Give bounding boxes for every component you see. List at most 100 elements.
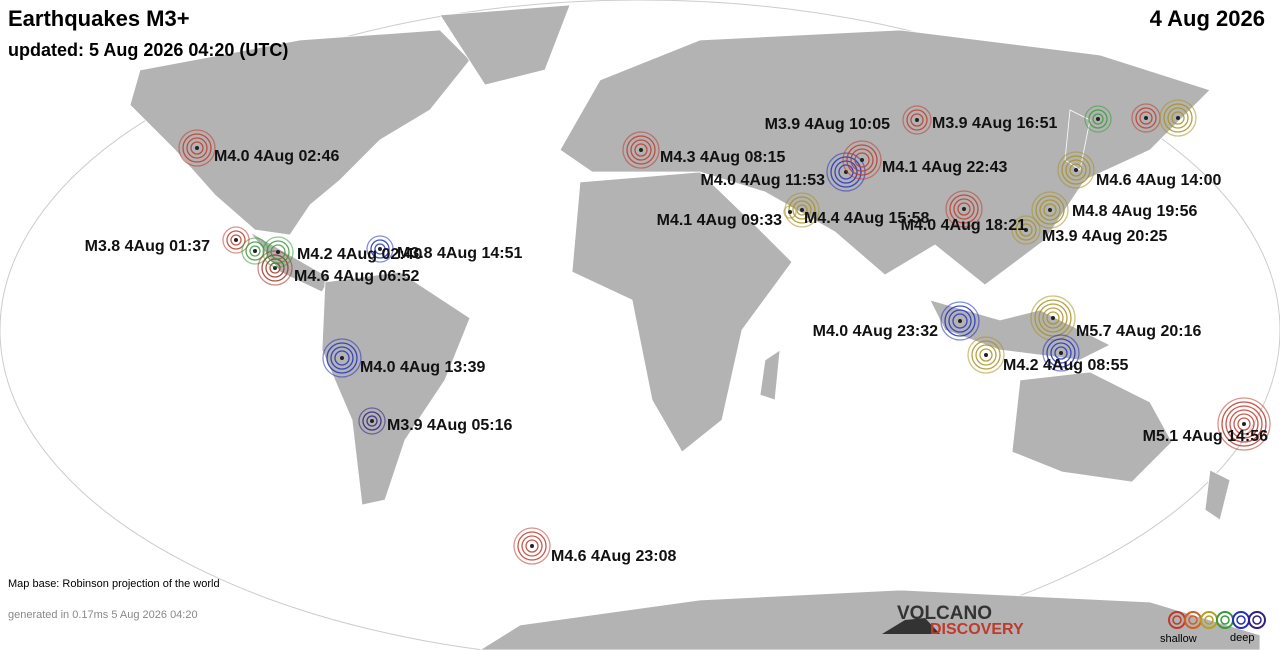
legend-label: deep [1230,632,1254,644]
legend-ring [1172,615,1182,625]
marker-ring [1042,334,1080,372]
marker-ring [261,254,289,282]
marker-ring [826,152,866,192]
marker-ring [1139,111,1153,125]
marker-ring [850,148,874,172]
marker-ring [945,190,983,228]
marker-dot [1074,168,1078,172]
legend-ring [1248,611,1266,629]
marker-ring [1031,191,1069,229]
marker-ring [517,531,547,561]
quake-label: M4.0 4Aug 23:32 [813,323,938,340]
marker-dot [1059,351,1063,355]
logo-text: DISCOVERY [930,621,1024,638]
marker-dot [195,146,199,150]
marker-ring [1054,346,1068,360]
marker-ring [1163,103,1193,133]
marker-ring [270,244,286,260]
legend-ring [1204,615,1214,625]
marker-ring [1011,215,1041,245]
quake-label: M3.9 4Aug 05:16 [387,417,512,434]
marker-ring [948,309,972,333]
marker-ring [910,113,924,127]
marker-ring [1034,299,1072,337]
quake-label: M4.0 4Aug 13:39 [360,359,485,376]
marker-ring [626,135,656,165]
marker-ring [1084,105,1112,133]
marker-dot [962,207,966,211]
marker-dot [370,419,374,423]
marker-ring [906,109,928,131]
marker-ring [975,344,997,366]
quake-label: M4.6 4Aug 06:52 [294,268,419,285]
marker-dot [800,208,804,212]
marker-ring [1050,342,1072,364]
marker-ring [967,336,1005,374]
marker-ring [634,143,648,157]
marker-dot [276,250,280,254]
marker-ring [1038,303,1068,333]
marker-dot [984,353,988,357]
marker-ring [1019,223,1033,237]
marker-ring [525,539,539,553]
quake-label: M5.1 4Aug 14:56 [1143,428,1268,445]
quake-label: M3.8 4Aug 01:37 [85,238,210,255]
marker-ring [792,200,812,220]
marker-dot [234,238,238,242]
marker-ring [178,129,216,167]
marker-dot [1048,208,1052,212]
marker-dot [1176,116,1180,120]
legend-ring [1220,615,1230,625]
marker-dot [378,247,382,251]
quake-label: M3.9 4Aug 16:51 [932,115,1057,132]
marker-ring [370,239,390,259]
updated: updated: 5 Aug 2026 04:20 (UTC) [8,40,288,60]
quake-label: M4.8 4Aug 19:56 [1072,203,1197,220]
marker-ring [366,415,378,427]
quake-label: M4.4 4Aug 15:58 [804,210,929,227]
marker-ring [953,198,975,220]
marker-ring [971,340,1001,370]
marker-ring [842,140,882,180]
quake-label: M4.1 4Aug 22:43 [882,159,1007,176]
quake-label: M4.2 4Aug 02:40 [297,246,422,263]
marker-dot [788,210,792,214]
quake-label: M4.3 4Aug 08:15 [660,149,785,166]
marker-ring [1046,338,1076,368]
marker-dot [915,118,919,122]
marker-ring [944,305,976,337]
marker-ring [1043,203,1057,217]
marker-ring [374,243,386,255]
marker-ring [182,133,212,163]
marker-ring [262,236,294,268]
marker-ring [940,301,980,341]
title: Earthquakes M3+ [8,6,190,31]
map-base: Map base: Robinson projection of the wor… [8,578,220,590]
marker-dot [340,356,344,360]
marker-ring [796,204,808,216]
quake-label: M3.9 4Aug 20:25 [1042,228,1167,245]
marker-ring [1159,99,1197,137]
marker-ring [249,245,261,257]
marker-ring [846,144,878,176]
marker-ring [330,346,354,370]
marker-ring [266,240,290,264]
marker-ring [334,350,350,366]
marker-ring [1237,417,1251,431]
marker-ring [521,535,543,557]
marker-ring [1233,413,1255,435]
marker-ring [854,152,870,168]
quake-label: M4.1 4Aug 09:33 [657,212,782,229]
marker-ring [1061,155,1091,185]
marker-ring [366,235,394,263]
marker-ring [1069,163,1083,177]
marker-ring [1015,219,1037,241]
date: 4 Aug 2026 [1150,6,1265,31]
marker-ring [190,141,204,155]
marker-ring [1088,109,1108,129]
marker-dot [1051,316,1055,320]
marker-ring [1135,107,1157,129]
marker-ring [957,202,971,216]
marker-ring [257,250,293,286]
quake-label: M3.9 4Aug 10:05 [765,116,890,133]
